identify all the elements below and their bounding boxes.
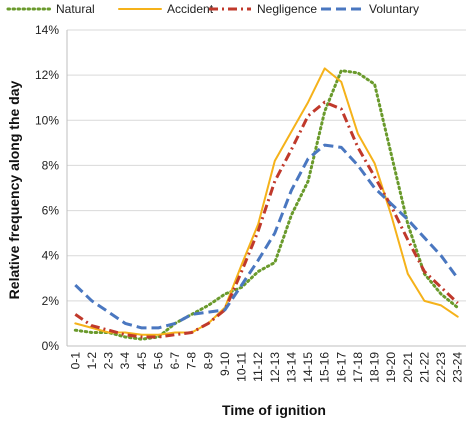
series-lines xyxy=(73,67,460,341)
legend: Natural Accident Negligence Voluntary xyxy=(6,2,419,16)
x-tick-label: 20-21 xyxy=(401,352,415,383)
x-tick-label: 18-19 xyxy=(368,352,382,383)
y-axis-title: Relative frequency along the day xyxy=(6,80,22,299)
y-tick-label: 0% xyxy=(42,339,60,353)
y-tick-label: 14% xyxy=(35,23,59,37)
x-tick-label: 4-5 xyxy=(135,352,149,370)
y-tick-label: 8% xyxy=(42,158,60,172)
series-line-accident xyxy=(74,67,459,336)
gridlines xyxy=(67,29,466,347)
legend-label-accident: Accident xyxy=(167,2,214,16)
x-tick-label: 21-22 xyxy=(417,352,431,383)
x-axis-title: Time of ignition xyxy=(222,402,326,418)
y-tick-label: 10% xyxy=(35,113,59,127)
x-tick-label: 12-13 xyxy=(268,352,282,383)
x-tick-label: 5-6 xyxy=(151,352,165,370)
series-line-natural xyxy=(73,69,460,341)
x-tick-label: 14-15 xyxy=(301,352,315,383)
legend-label-negligence: Negligence xyxy=(257,2,317,16)
legend-label-natural: Natural xyxy=(56,2,95,16)
y-tick-label: 2% xyxy=(42,294,60,308)
x-tick-label: 7-8 xyxy=(185,352,199,370)
x-tick-label: 6-7 xyxy=(168,352,182,370)
plot-area xyxy=(66,30,466,347)
x-tick-label: 10-11 xyxy=(235,352,249,382)
x-tick-label: 13-14 xyxy=(284,352,298,383)
x-tick-label: 3-4 xyxy=(118,352,132,370)
x-tick-label: 1-2 xyxy=(85,352,99,370)
x-tick-label: 23-24 xyxy=(451,352,465,383)
x-tick-label: 17-18 xyxy=(351,352,365,383)
series-line-voluntary xyxy=(74,143,459,330)
y-tick-label: 4% xyxy=(42,249,60,263)
x-tick-label: 8-9 xyxy=(201,352,215,370)
x-tick-label: 2-3 xyxy=(102,352,116,370)
x-tick-label: 16-17 xyxy=(334,352,348,383)
x-tick-label: 15-16 xyxy=(318,352,332,383)
x-tick-label: 22-23 xyxy=(434,352,448,383)
y-axis-tick-labels: 0% 2% 4% 6% 8% 10% 12% 14% xyxy=(35,23,59,353)
x-axis-tick-labels: 0-1 1-2 2-3 3-4 4-5 5-6 6-7 7-8 8-9 9-10 10-11 11-1… xyxy=(68,352,464,383)
series-line-negligence xyxy=(74,100,459,339)
x-tick-label: 19-20 xyxy=(384,352,398,383)
x-tick-label: 9-10 xyxy=(218,352,232,376)
legend-label-voluntary: Voluntary xyxy=(369,2,419,16)
x-tick-label: 0-1 xyxy=(68,352,82,370)
x-tick-label: 11-12 xyxy=(251,352,265,382)
y-tick-label: 12% xyxy=(35,68,59,82)
y-tick-label: 6% xyxy=(42,204,60,218)
